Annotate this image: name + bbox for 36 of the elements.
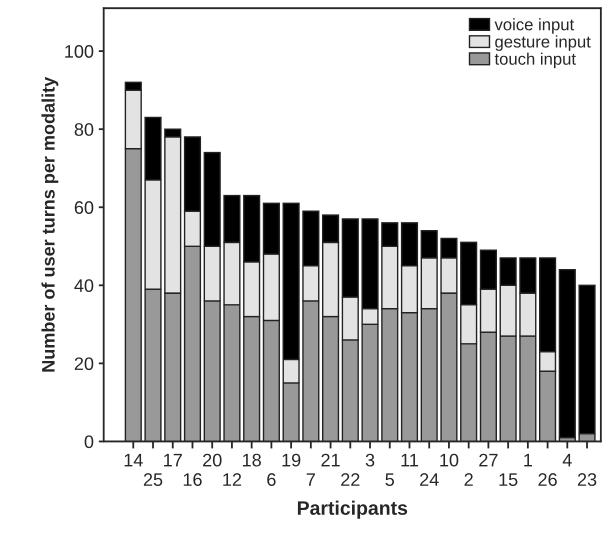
x-tick-label: 6: [267, 473, 276, 486]
x-tick-label: 23: [578, 473, 596, 486]
x-tick-label: 17: [164, 454, 182, 466]
y-tick-label: 80: [74, 123, 94, 136]
x-tick-label: 3: [366, 454, 374, 467]
x-tick-label: 15: [499, 473, 518, 486]
x-tick-label: 10: [440, 454, 458, 467]
x-tick-label: 21: [321, 454, 340, 466]
x-tick-label: 5: [385, 473, 394, 486]
y-axis-title: Number of user turns per modality: [41, 76, 58, 372]
y-tick-label: 0: [84, 435, 94, 448]
legend-label: voice input: [494, 18, 574, 34]
legend-label: touch input: [494, 52, 576, 68]
x-tick-label: 11: [401, 454, 418, 466]
legend-label: gesture input: [495, 35, 591, 51]
x-tick-label: 22: [341, 473, 360, 486]
x-tick-label: 26: [538, 473, 557, 486]
x-tick-label: 14: [124, 454, 143, 466]
x-tick-label: 25: [144, 473, 162, 486]
x-tick-label: 27: [479, 454, 498, 466]
x-tick-label: 4: [562, 454, 572, 466]
x-axis-title: Participants: [298, 500, 408, 519]
y-tick-label: 40: [74, 279, 94, 292]
x-tick-label: 19: [282, 454, 300, 467]
x-tick-label: 24: [420, 473, 439, 486]
x-tick-label: 20: [203, 454, 222, 467]
bar: [558, 269, 576, 438]
y-tick-label: 20: [74, 357, 94, 370]
x-tick-label: 2: [464, 473, 473, 486]
y-tick-label: 100: [65, 45, 94, 58]
x-tick-label: 18: [242, 454, 261, 467]
x-tick-label: 16: [184, 473, 202, 486]
x-tick-label: 7: [306, 473, 315, 486]
x-tick-label: 12: [223, 473, 242, 486]
y-tick-label: 60: [74, 201, 94, 214]
x-tick-label: 1: [524, 454, 532, 466]
